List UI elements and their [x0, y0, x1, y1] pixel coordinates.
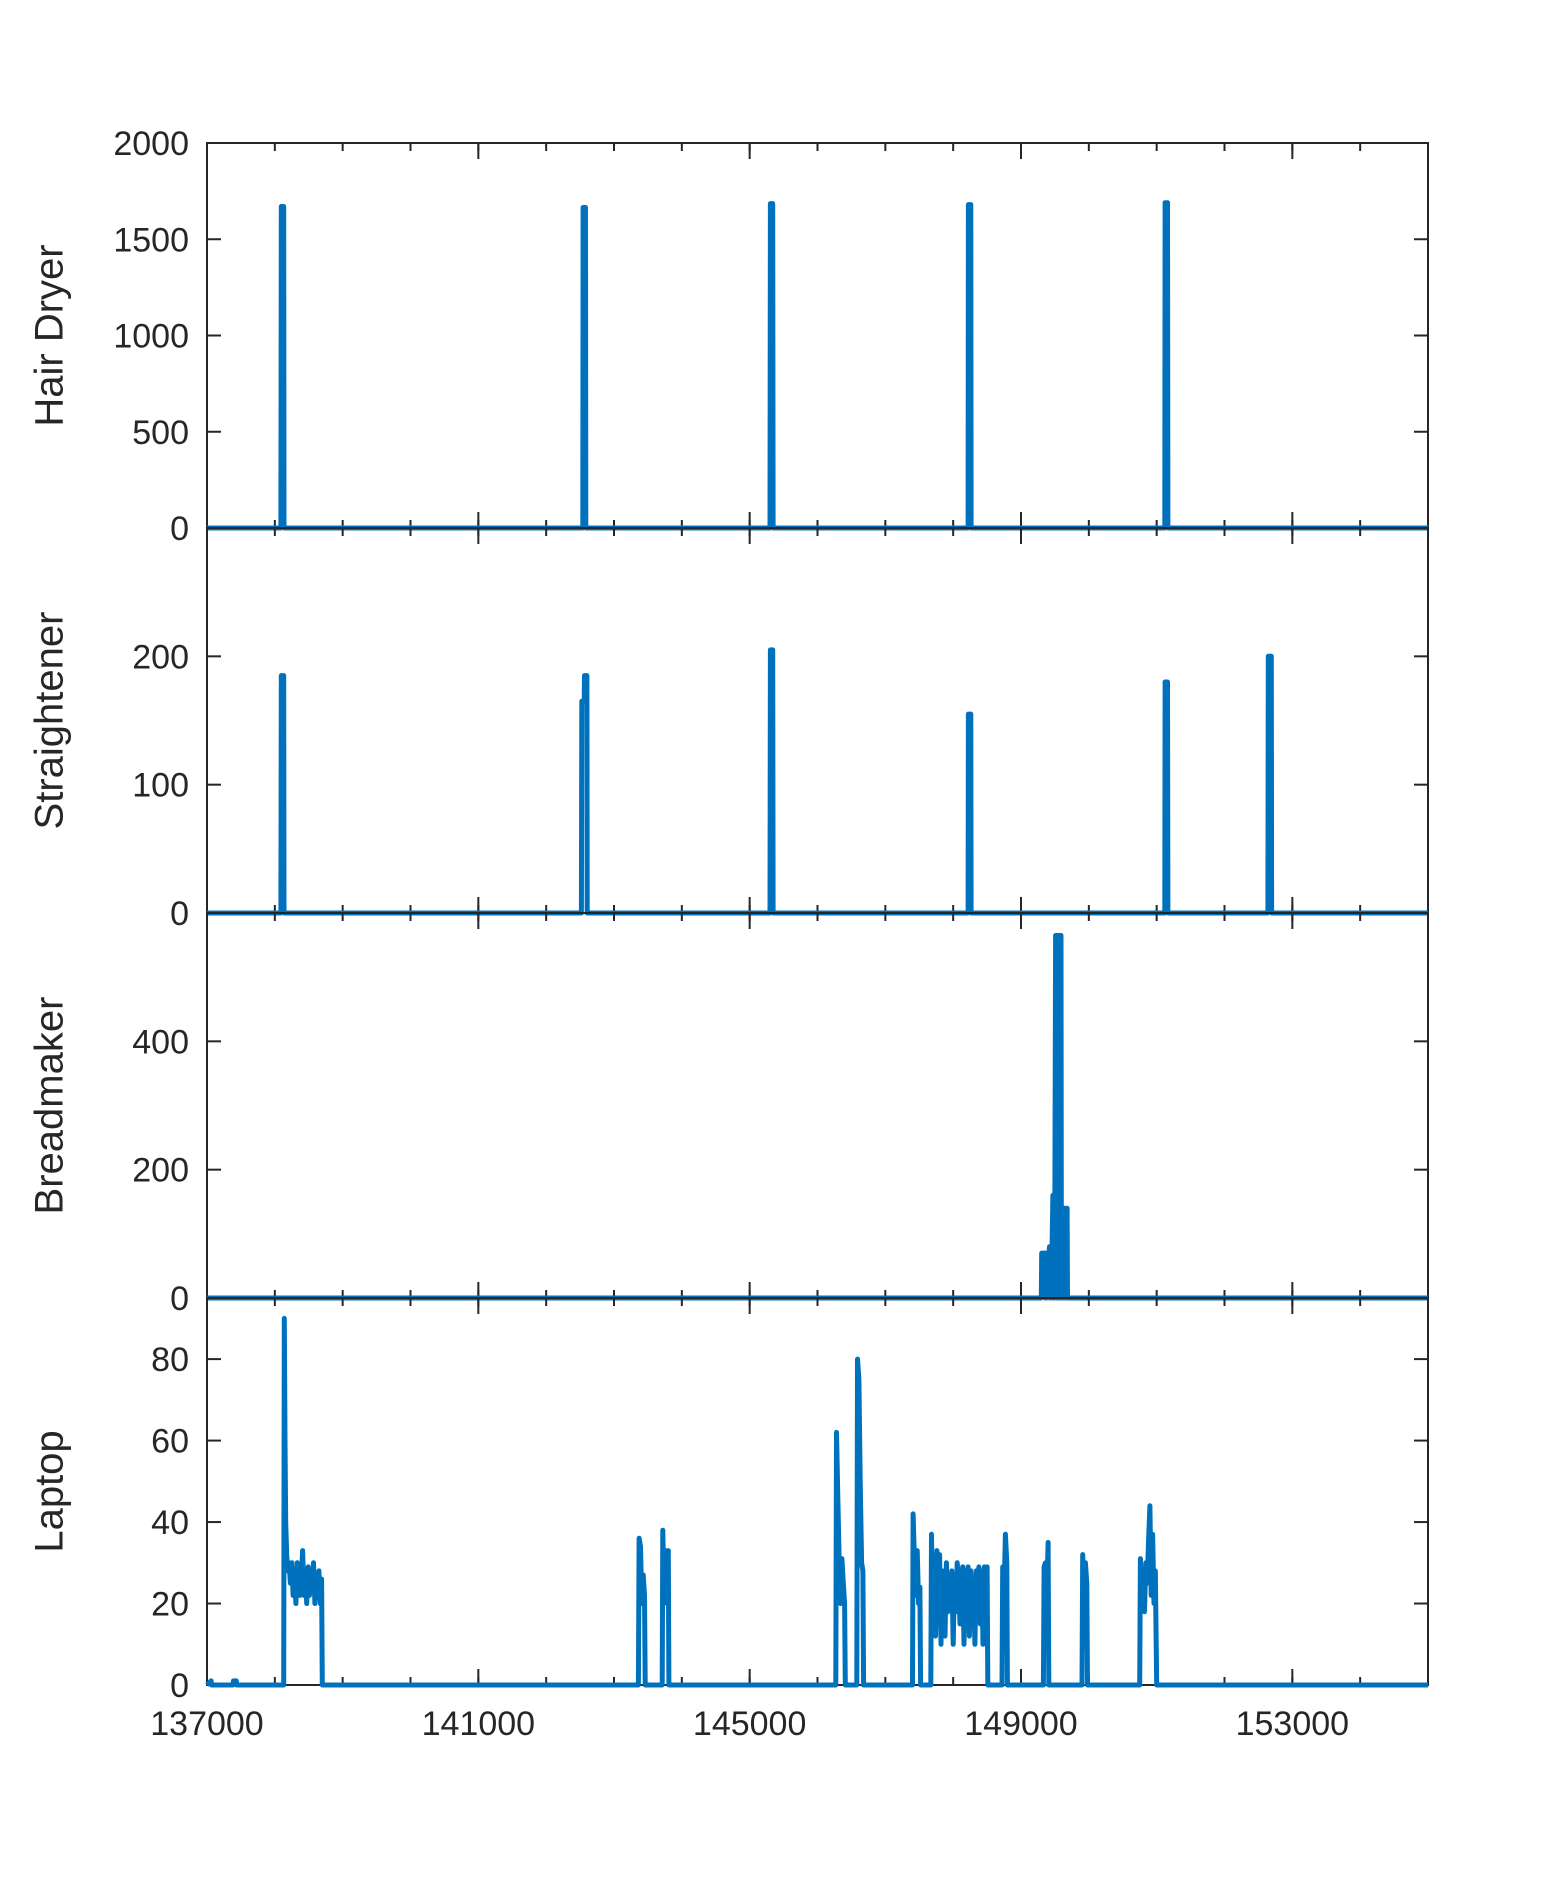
- x-tick-label: 141000: [422, 1705, 535, 1743]
- y-tick-label: 80: [151, 1341, 189, 1379]
- y-tick-label: 40: [151, 1504, 189, 1542]
- panel-hair-dryer: 0 500 1000 1500 2000 Hair Dryer: [28, 125, 1429, 548]
- series-line-straightener: [207, 647, 1428, 916]
- x-tick-label: 137000: [150, 1705, 263, 1743]
- panel-frame: [206, 527, 1429, 914]
- series-line-laptop: [205, 1315, 1428, 1688]
- y-tick-label: 0: [170, 1280, 189, 1318]
- y-tick-label: 0: [170, 1667, 189, 1705]
- y-tick-label: 1500: [113, 221, 189, 259]
- x-tick-label: 145000: [693, 1705, 806, 1743]
- panel-frame: [206, 1297, 1429, 1686]
- y-tick-label: 2000: [113, 125, 189, 163]
- y-axis-label-laptop: Laptop: [28, 1430, 72, 1552]
- y-tick-label: 20: [151, 1586, 189, 1624]
- y-axis-label-breadmaker: Breadmaker: [28, 997, 72, 1215]
- y-tick-label: 500: [132, 414, 189, 452]
- panel-breadmaker: 0 200 400 Breadmaker: [28, 912, 1429, 1318]
- series-line-hair-dryer: [207, 200, 1428, 531]
- x-tick-label: 149000: [964, 1705, 1077, 1743]
- series-line-breadmaker: [207, 933, 1428, 1301]
- x-tick-label: 153000: [1236, 1705, 1349, 1743]
- y-tick-label: 200: [132, 638, 189, 676]
- panel-frame: [206, 912, 1429, 1299]
- y-tick-label: 0: [170, 510, 189, 548]
- panel-straightener: 0 100 200 Straightener: [28, 527, 1429, 933]
- y-axis-label-hair-dryer: Hair Dryer: [28, 244, 72, 426]
- y-tick-label: 100: [132, 767, 189, 805]
- y-tick-label: 1000: [113, 318, 189, 356]
- y-tick-label: 400: [132, 1023, 189, 1061]
- y-tick-label: 60: [151, 1423, 189, 1461]
- y-axis-label-straightener: Straightener: [28, 612, 72, 830]
- y-tick-label: 0: [170, 895, 189, 933]
- panel-frame: [206, 142, 1429, 529]
- y-tick-label: 200: [132, 1152, 189, 1190]
- panel-laptop: 0 20 40 60 80 Laptop: [28, 1297, 1429, 1705]
